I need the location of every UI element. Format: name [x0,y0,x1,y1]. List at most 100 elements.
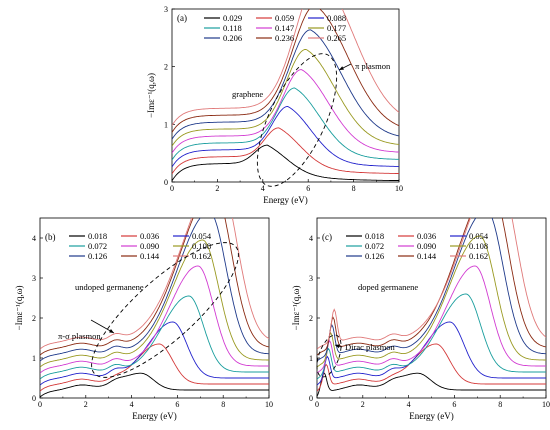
series-line [40,295,269,380]
legend-entry: 0.090 [417,241,436,251]
legend-entry: 0.090 [140,241,159,251]
series-line [317,293,546,380]
legend-entry: 0.088 [327,13,346,23]
x-tick-label: 10 [265,400,273,409]
series-line [172,29,399,140]
y-axis-label: −Imε⁻¹(q,ω) [14,286,24,331]
x-tick-label: 6 [175,400,179,409]
x-tick-label: 0 [315,400,319,409]
y-tick-label: 4 [32,234,36,243]
series-line [40,218,269,356]
legend-entry: 0.108 [192,241,211,251]
series-line [172,9,399,133]
y-tick-label: 1 [164,120,168,129]
x-tick-label: 4 [407,400,411,409]
y-tick-label: 1 [309,354,313,363]
panel-label: (c) [322,232,332,242]
plasmon-label: Dirac plasmon [345,342,396,352]
x-tick-label: 10 [395,184,403,193]
x-tick-label: 0 [38,400,42,409]
series-line [172,144,399,182]
x-tick-label: 2 [361,400,365,409]
legend-entry: 0.072 [88,241,107,251]
legend-entry: 0.072 [365,241,384,251]
y-tick-label: 3 [309,274,313,283]
panel-a: 0 2 4 6 8 10 0 1 2 3 Energy (eV) −Imε⁻¹(q,ω) (a) 0.02… [146,5,403,205]
plasmon-ellipse [316,334,342,378]
series-line [317,372,546,397]
material-annotation: doped germanene [358,282,418,292]
legend-entry: 0.059 [275,13,294,23]
x-axis-label: Energy (eV) [132,411,177,421]
series-line [317,218,546,356]
legend-entry: 0.144 [140,251,160,261]
legend-entry: 0.108 [469,241,488,251]
series-line [317,343,546,392]
y-tick-label: 0 [164,178,168,187]
legend-entry: 0.126 [88,251,107,261]
legend-entry: 0.118 [223,23,242,33]
series-line [317,265,546,374]
series-line [317,218,546,362]
legend-entry: 0.162 [469,251,488,261]
legend-entry: 0.147 [275,23,294,33]
x-tick-label: 4 [261,184,265,193]
series-line [317,235,546,368]
legend-entry: 0.036 [140,231,159,241]
series-line [40,239,269,368]
series-line [172,87,399,161]
y-tick-label: 2 [32,314,36,323]
y-tick-label: 0 [32,394,36,403]
material-annotation: graphene [232,89,263,99]
plasmon-label: π-σ plasmon [58,331,101,341]
legend-entry: 0.236 [275,33,294,43]
y-tick-label: 4 [309,234,313,243]
series-line [172,106,399,168]
panel-b: 0 2 4 6 8 10 0 1 2 3 4 Energy (eV) −Imε⁻¹(q,ω) (b) 0.0… [14,217,273,421]
y-tick-label: 2 [164,63,168,72]
x-tick-label: 10 [542,400,550,409]
series-group [40,218,269,398]
x-axis-label: Energy (eV) [263,195,308,205]
material-annotation: undoped germanene [75,282,144,292]
legend-entry: 0.018 [88,231,107,241]
series-line [40,265,269,374]
x-tick-label: 8 [498,400,502,409]
x-tick-label: 6 [452,400,456,409]
legend-entry: 0.265 [327,33,346,43]
y-axis-label: −Imε⁻¹(q,ω) [146,73,156,118]
series-line [172,69,399,154]
series-line [40,218,269,350]
series-line [40,372,269,398]
plasmon-arrowhead [109,329,114,333]
series-line [172,9,399,126]
legend-entry: 0.177 [327,23,346,33]
panel-label: (b) [45,232,56,242]
plasmon-ellipse [256,53,338,187]
plasmon-arrowhead [339,66,344,70]
legend-entry: 0.036 [417,231,436,241]
x-tick-label: 6 [306,184,310,193]
legend-entry: 0.144 [417,251,437,261]
y-tick-label: 0 [309,394,313,403]
legend-entry: 0.018 [365,231,384,241]
series-line [317,218,546,350]
legend-entry: 0.126 [365,251,384,261]
legend-entry: 0.054 [469,231,489,241]
y-tick-label: 1 [32,354,36,363]
x-tick-label: 4 [130,400,134,409]
x-tick-label: 8 [352,184,356,193]
x-axis-label: Energy (eV) [409,411,454,421]
series-line [40,343,269,392]
legend-entry: 0.206 [223,33,242,43]
x-tick-label: 2 [215,184,219,193]
legend-entry: 0.029 [223,13,242,23]
y-tick-label: 3 [32,274,36,283]
legend-entry: 0.162 [192,251,211,261]
legend-entry: 0.054 [192,231,212,241]
plasmon-label: π plasmon [355,61,391,71]
x-tick-label: 0 [170,184,174,193]
plasmon-ellipse [91,242,239,378]
series-group [317,218,546,397]
